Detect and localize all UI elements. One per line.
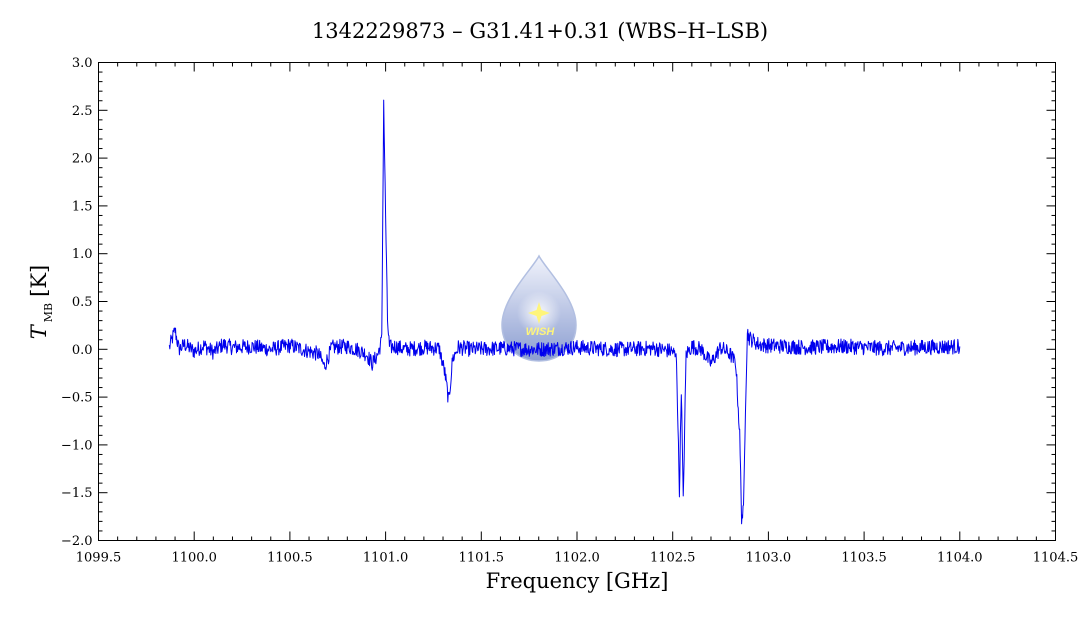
tick-labels: 1099.5 1100.0 1100.5 1101.0 1101.5 1102.0 1102… [61, 56, 1078, 566]
y-tick-label: 0.5 [72, 295, 93, 310]
watermark-star-icon [528, 302, 550, 324]
x-tick-label: 1101.0 [363, 551, 409, 566]
x-tick-label: 1101.5 [459, 551, 505, 566]
x-tick-label: 1100.0 [171, 551, 217, 566]
x-tick-label: 1104.5 [1033, 551, 1079, 566]
y-axis-label-sub: MB [42, 303, 55, 322]
y-tick-label: −2.0 [61, 534, 93, 549]
x-tick-label: 1100.5 [267, 551, 313, 566]
y-axis-label: TMB [K] [27, 265, 55, 339]
y-axis-label-unit: [K] [27, 265, 51, 297]
chart-title: 1342229873 – G31.41+0.31 (WBS–H–LSB) [312, 19, 768, 43]
x-axis-label: Frequency [GHz] [486, 569, 669, 593]
x-tick-label: 1099.5 [76, 551, 122, 566]
y-axis-label-main: T [27, 323, 51, 339]
x-tick-label: 1102.0 [554, 551, 600, 566]
axis-ticks [98, 62, 1056, 541]
plot-frame [98, 62, 1056, 541]
y-tick-label: 3.0 [72, 56, 93, 71]
series-layer [168, 99, 961, 525]
svg-text:TMB[K]: TMB [K] [27, 265, 55, 339]
x-tick-label: 1103.0 [746, 551, 792, 566]
x-tick-label: 1104.0 [937, 551, 983, 566]
y-tick-label: −1.0 [61, 438, 93, 453]
y-tick-label: −1.5 [61, 486, 93, 501]
watermark-logo: WISH [501, 254, 577, 362]
x-tick-label: 1103.5 [841, 551, 887, 566]
spectrum-line [168, 99, 961, 525]
y-tick-label: 2.0 [72, 152, 93, 167]
y-tick-label: 0.0 [72, 343, 93, 358]
x-tick-label: 1102.5 [650, 551, 696, 566]
y-tick-label: 1.5 [72, 199, 93, 214]
y-tick-label: 1.0 [72, 247, 93, 262]
y-tick-label: −0.5 [61, 391, 93, 406]
watermark-text: WISH [526, 326, 556, 338]
y-tick-label: 2.5 [72, 104, 93, 119]
